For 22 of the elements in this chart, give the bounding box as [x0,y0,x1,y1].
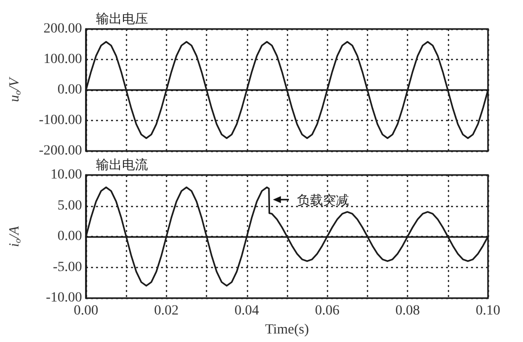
y-tick-label: -100.00 [38,113,82,128]
y-tick-label: 5.00 [58,198,82,214]
x-tick-label: 0.06 [314,304,340,319]
y-axis-title: uo/V [8,76,22,102]
y-tick-label: -5.00 [52,260,82,275]
y-tick-label: 10.00 [50,168,82,182]
y-axis-title: io/A [8,226,22,247]
y-tick-label: 0.00 [58,82,82,98]
x-tick-label: 0.08 [395,304,420,319]
x-tick-label: 0.04 [234,304,260,319]
chart-title: 输出电流 [96,157,148,173]
y-tick-label: 100.00 [44,52,82,67]
x-tick-label: 0.02 [154,304,179,319]
y-tick-label: -10.00 [46,290,82,306]
annotation: 负载突减 [296,194,349,209]
x-tick-label: 0.00 [74,304,98,319]
chart-title: 输出电压 [96,12,148,27]
x-tick-label: 0.10 [476,304,500,319]
y-tick-label: -200.00 [38,144,82,158]
x-axis-title: Time(s) [265,322,310,338]
y-tick-label: 200.00 [44,22,82,36]
y-tick-label: 0.00 [58,229,82,244]
